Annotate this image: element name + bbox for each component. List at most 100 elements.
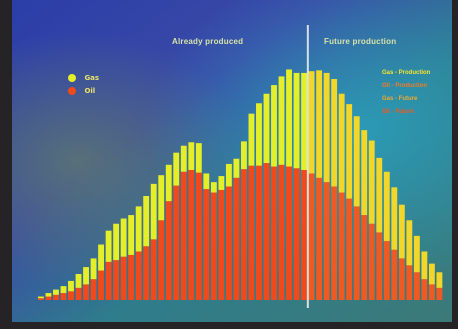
- bar-gas-36: [308, 71, 315, 174]
- bar-gas-21: [195, 143, 202, 173]
- bar-gas-27: [241, 141, 247, 170]
- bar-gas-50: [413, 235, 420, 273]
- bar-gas-12: [128, 215, 135, 255]
- bar-oil-19: [180, 171, 187, 300]
- bar-oil-0: [38, 298, 44, 300]
- bar-gas-26: [233, 158, 240, 178]
- bar-gas-11: [120, 218, 127, 257]
- bar-gas-38: [323, 72, 330, 183]
- bars-group: [38, 69, 443, 300]
- bar-gas-23: [210, 182, 217, 193]
- bar-oil-48: [398, 258, 405, 300]
- bar-gas-35: [301, 72, 308, 170]
- bar-gas-49: [406, 220, 413, 266]
- bar-oil-44: [368, 223, 375, 300]
- bar-gas-2: [53, 289, 59, 295]
- bar-oil-26: [233, 177, 240, 300]
- bar-oil-5: [75, 287, 82, 300]
- bar-gas-24: [218, 176, 225, 190]
- bar-gas-15: [150, 183, 157, 240]
- bar-oil-41: [346, 198, 353, 300]
- bar-gas-42: [353, 116, 360, 207]
- bar-gas-3: [60, 286, 67, 294]
- bar-gas-30: [263, 93, 270, 164]
- legend-label-oil: Oil: [84, 87, 96, 95]
- bar-oil-31: [271, 166, 277, 300]
- bar-gas-8: [98, 244, 105, 271]
- bar-gas-14: [143, 196, 150, 247]
- bar-oil-1: [45, 296, 52, 300]
- bar-oil-9: [105, 261, 112, 300]
- side-legend-item-3: Oil - Future: [382, 109, 414, 115]
- legend-swatch-gas: [68, 74, 76, 82]
- bar-oil-17: [165, 201, 172, 300]
- bar-oil-15: [150, 239, 157, 300]
- bar-oil-28: [248, 165, 255, 300]
- bar-oil-21: [195, 172, 202, 300]
- bar-gas-6: [83, 267, 89, 285]
- bar-oil-24: [218, 189, 225, 300]
- bar-oil-40: [338, 192, 345, 300]
- bar-oil-10: [113, 260, 120, 300]
- bar-oil-29: [256, 165, 262, 300]
- bar-oil-46: [383, 241, 390, 300]
- bar-gas-52: [428, 263, 435, 285]
- bar-gas-13: [135, 206, 142, 252]
- bar-oil-43: [361, 215, 368, 300]
- bar-gas-47: [391, 187, 398, 250]
- bar-oil-14: [143, 246, 150, 300]
- bar-oil-23: [210, 192, 217, 300]
- bar-gas-9: [105, 230, 112, 262]
- bar-gas-16: [158, 175, 165, 221]
- bar-oil-47: [391, 249, 398, 300]
- bar-gas-5: [75, 274, 82, 288]
- bar-oil-13: [135, 251, 142, 300]
- bar-gas-19: [180, 145, 187, 172]
- bar-gas-41: [346, 104, 353, 199]
- bar-gas-39: [331, 79, 338, 187]
- bar-oil-42: [353, 206, 360, 300]
- bar-gas-32: [278, 76, 285, 165]
- bar-oil-27: [241, 169, 247, 300]
- legend: Gas Oil: [68, 74, 99, 100]
- bar-oil-51: [421, 279, 428, 300]
- bar-gas-40: [338, 93, 345, 193]
- bar-oil-45: [376, 232, 383, 300]
- bar-oil-20: [188, 170, 195, 300]
- bar-oil-49: [406, 265, 413, 300]
- bar-oil-3: [60, 293, 67, 300]
- bar-gas-10: [113, 223, 120, 261]
- bar-oil-11: [120, 256, 127, 300]
- legend-item-gas: Gas: [68, 74, 99, 82]
- bar-oil-8: [98, 270, 105, 300]
- bar-oil-18: [173, 185, 180, 300]
- bar-oil-37: [316, 177, 323, 300]
- bar-oil-35: [301, 170, 308, 300]
- bar-oil-33: [286, 166, 292, 300]
- bar-gas-4: [68, 280, 74, 292]
- bar-gas-51: [421, 251, 428, 280]
- bar-gas-45: [376, 157, 383, 233]
- bar-gas-22: [203, 173, 210, 190]
- side-legend-item-0: Gas - Production: [382, 70, 431, 76]
- bar-oil-30: [263, 163, 270, 300]
- side-legend: Gas - Production Oil - Production Gas - …: [382, 70, 430, 122]
- bar-gas-17: [165, 164, 172, 202]
- bar-gas-20: [188, 142, 195, 170]
- bar-gas-48: [398, 204, 405, 259]
- bar-gas-44: [368, 140, 375, 224]
- bar-gas-31: [271, 85, 277, 167]
- bar-oil-2: [53, 294, 59, 300]
- bar-gas-34: [293, 72, 300, 169]
- side-legend-item-2: Gas - Future: [382, 96, 418, 102]
- bar-gas-18: [173, 152, 180, 186]
- bar-gas-7: [90, 258, 97, 280]
- legend-label-gas: Gas: [84, 74, 100, 82]
- bar-gas-46: [383, 171, 390, 242]
- bar-oil-22: [203, 189, 210, 300]
- bar-oil-39: [331, 186, 338, 300]
- bar-oil-38: [323, 182, 330, 300]
- side-legend-item-1: Oil - Production: [382, 83, 427, 89]
